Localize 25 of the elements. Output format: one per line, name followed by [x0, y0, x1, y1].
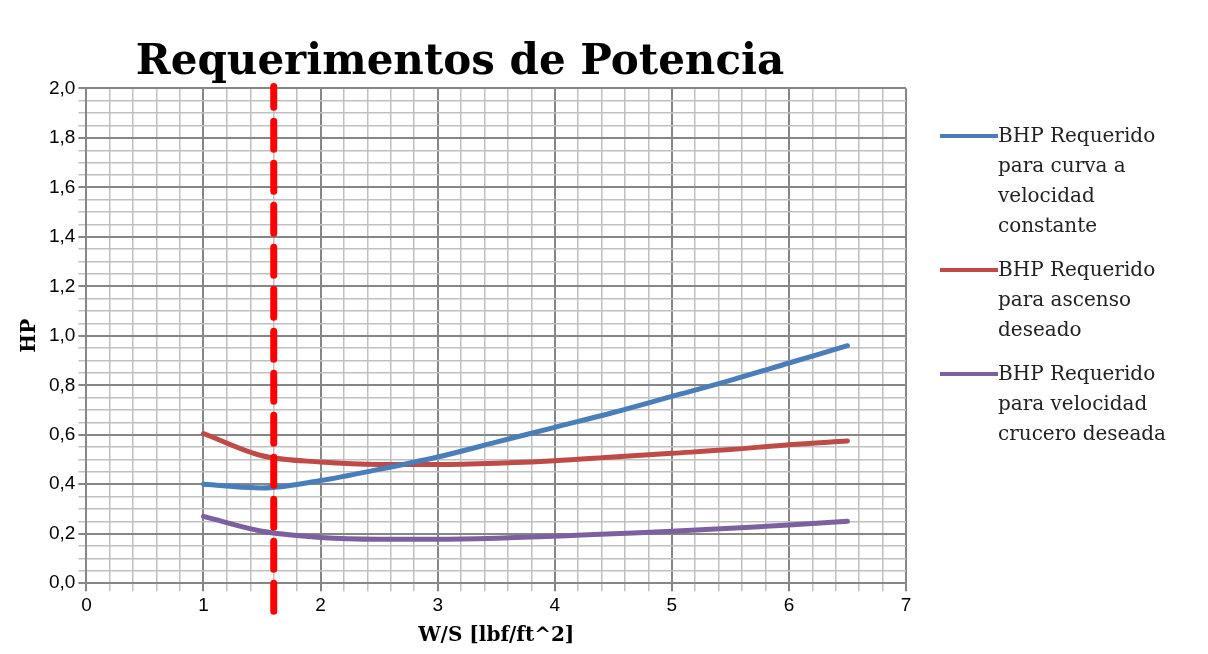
y-tick-label: 0,0: [48, 571, 76, 593]
y-tick-label: 0,6: [48, 422, 76, 444]
y-axis-title: HP: [16, 318, 41, 353]
y-tick-label: 1,4: [48, 225, 76, 247]
y-tick-label: 1,6: [48, 175, 76, 197]
y-tick-label: 0,4: [48, 472, 76, 494]
x-tick-label: 0: [81, 593, 92, 615]
legend-label: BHP Requerido para ascenso deseado: [998, 256, 1157, 343]
y-tick-label: 1,0: [48, 324, 76, 346]
x-tick-label: 2: [315, 593, 326, 615]
legend-label: BHP Requerido para curva a velocidad constante: [998, 122, 1157, 239]
x-tick-label: 5: [666, 593, 678, 615]
x-tick-label: 6: [783, 593, 795, 615]
chart-title: Requerimentos de Potencia: [135, 35, 785, 85]
y-tick-label: 2,0: [48, 76, 76, 98]
x-tick-label: 3: [432, 593, 443, 615]
y-tick-label: 0,8: [48, 373, 76, 395]
x-axis-title: W/S [lbf/ft^2]: [417, 622, 575, 647]
y-tick-label: 0,2: [48, 521, 76, 543]
legend-label: BHP Requerido para velocidad crucero deseada: [998, 360, 1168, 447]
x-tick-label: 1: [198, 593, 209, 615]
y-tick-label: 1,2: [48, 274, 76, 296]
y-tick-label: 1,8: [48, 126, 76, 148]
x-tick-label: 4: [549, 593, 561, 615]
x-tick-label: 7: [900, 593, 912, 615]
